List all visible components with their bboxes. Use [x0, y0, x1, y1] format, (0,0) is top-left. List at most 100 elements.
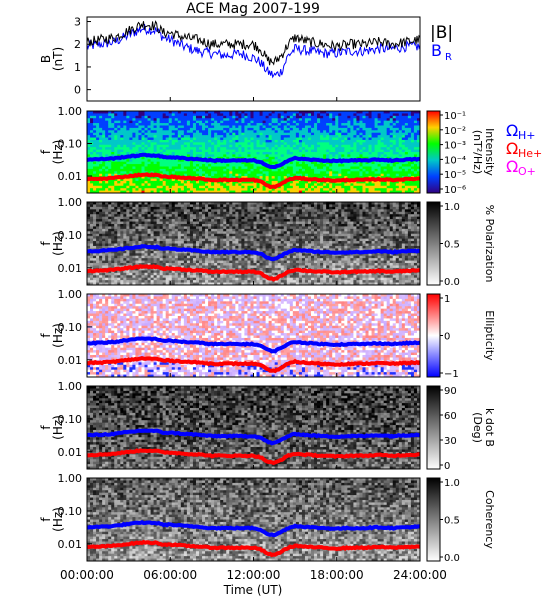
heatmap-cell — [404, 111, 409, 114]
heatmap-cell — [344, 171, 348, 175]
heatmap-cell — [317, 180, 321, 184]
heatmap-cell — [323, 120, 327, 124]
heatmap-cell — [295, 118, 300, 122]
heatmap-cell — [211, 176, 215, 179]
heatmap-cell — [144, 231, 148, 235]
heatmap-cell — [168, 206, 173, 210]
heatmap-cell — [223, 154, 227, 158]
heatmap-cell — [205, 168, 209, 172]
heatmap-cell — [253, 188, 257, 191]
heatmap-cell — [156, 168, 161, 172]
heatmap-cell — [259, 190, 263, 193]
heatmap-cell — [226, 115, 230, 119]
heatmap-cell — [250, 176, 254, 179]
heatmap-cell — [144, 238, 148, 242]
heatmap-cell — [186, 223, 191, 227]
heatmap-cell — [211, 164, 215, 167]
heatmap-cell — [350, 137, 354, 141]
heatmap-cell — [192, 127, 197, 131]
heatmap-cell — [159, 243, 164, 247]
heatmap-cell — [108, 214, 112, 218]
heatmap-cell — [341, 139, 345, 143]
heatmap-cell — [96, 206, 100, 210]
heatmap-cell — [301, 111, 306, 114]
heatmap-cell — [265, 161, 270, 165]
heatmap-cell — [126, 147, 130, 150]
heatmap-cell — [244, 123, 248, 126]
heatmap-cell — [377, 137, 382, 141]
heatmap-cell — [156, 267, 161, 271]
heatmap-cell — [214, 164, 218, 167]
heatmap-cell — [186, 168, 191, 172]
heatmap-cell — [126, 238, 130, 242]
heatmap-cell — [404, 152, 409, 155]
heatmap-cell — [138, 164, 142, 167]
heatmap-cell — [407, 123, 412, 126]
heatmap-cell — [105, 233, 109, 237]
heatmap-cell — [335, 130, 339, 134]
heatmap-cell — [180, 149, 185, 153]
heatmap-cell — [177, 231, 182, 235]
heatmap-cell — [108, 209, 112, 213]
heatmap-cell — [199, 135, 203, 138]
heatmap-cell — [416, 147, 420, 150]
heatmap-cell — [329, 135, 333, 138]
heatmap-cell — [416, 123, 420, 126]
heatmap-cell — [341, 113, 345, 117]
heatmap-cell — [162, 183, 167, 187]
heatmap-cell — [141, 214, 145, 218]
heatmap-cell — [256, 111, 260, 114]
heatmap-cell — [123, 255, 127, 259]
heatmap-cell — [168, 161, 173, 165]
heatmap-cell — [141, 190, 145, 193]
heatmap-cell — [383, 176, 388, 179]
heatmap-cell — [283, 156, 288, 160]
heatmap-cell — [235, 130, 239, 134]
heatmap-cell — [102, 130, 106, 134]
heatmap-cell — [132, 211, 136, 215]
heatmap-cell — [126, 241, 130, 244]
heatmap-cell — [135, 277, 139, 281]
heatmap-cell — [162, 253, 167, 257]
heatmap-cell — [365, 127, 369, 131]
heatmap-cell — [108, 171, 112, 175]
heatmap-cell — [132, 159, 136, 163]
heatmap-cell — [135, 211, 139, 215]
heatmap-cell — [404, 154, 409, 158]
heatmap-cell — [383, 144, 388, 148]
heatmap-cell — [311, 161, 315, 165]
heatmap-cell — [413, 183, 418, 187]
heatmap-cell — [404, 120, 409, 124]
heatmap-cell — [335, 166, 339, 170]
heatmap-cell — [208, 135, 212, 138]
heatmap-cell — [274, 125, 279, 129]
heatmap-cell — [292, 147, 297, 150]
heatmap-cell — [307, 161, 312, 165]
heatmap-cell — [135, 204, 139, 208]
heatmap-cell — [150, 267, 154, 271]
heatmap-cell — [90, 171, 94, 175]
heatmap-cell — [162, 231, 167, 235]
heatmap-cell — [217, 180, 221, 184]
heatmap-cell — [286, 137, 291, 141]
heatmap-cell — [138, 233, 142, 237]
heatmap-cell — [105, 253, 109, 257]
heatmap-cell — [141, 115, 145, 119]
heatmap-cell — [174, 137, 179, 141]
heatmap-cell — [123, 188, 127, 191]
heatmap-cell — [416, 139, 420, 143]
heatmap-cell — [262, 176, 267, 179]
heatmap-cell — [377, 144, 382, 148]
heatmap-cell — [108, 120, 112, 124]
heatmap-cell — [295, 164, 300, 167]
heatmap-cell — [298, 168, 303, 172]
heatmap-cell — [256, 139, 260, 143]
heatmap-cell — [117, 204, 121, 208]
heatmap-cell — [138, 282, 142, 285]
heatmap-cell — [301, 147, 306, 150]
heatmap-cell — [147, 166, 151, 170]
heatmap-cell — [123, 280, 127, 283]
heatmap-cell — [147, 255, 151, 259]
heatmap-cell — [135, 123, 139, 126]
heatmap-cell — [108, 118, 112, 122]
